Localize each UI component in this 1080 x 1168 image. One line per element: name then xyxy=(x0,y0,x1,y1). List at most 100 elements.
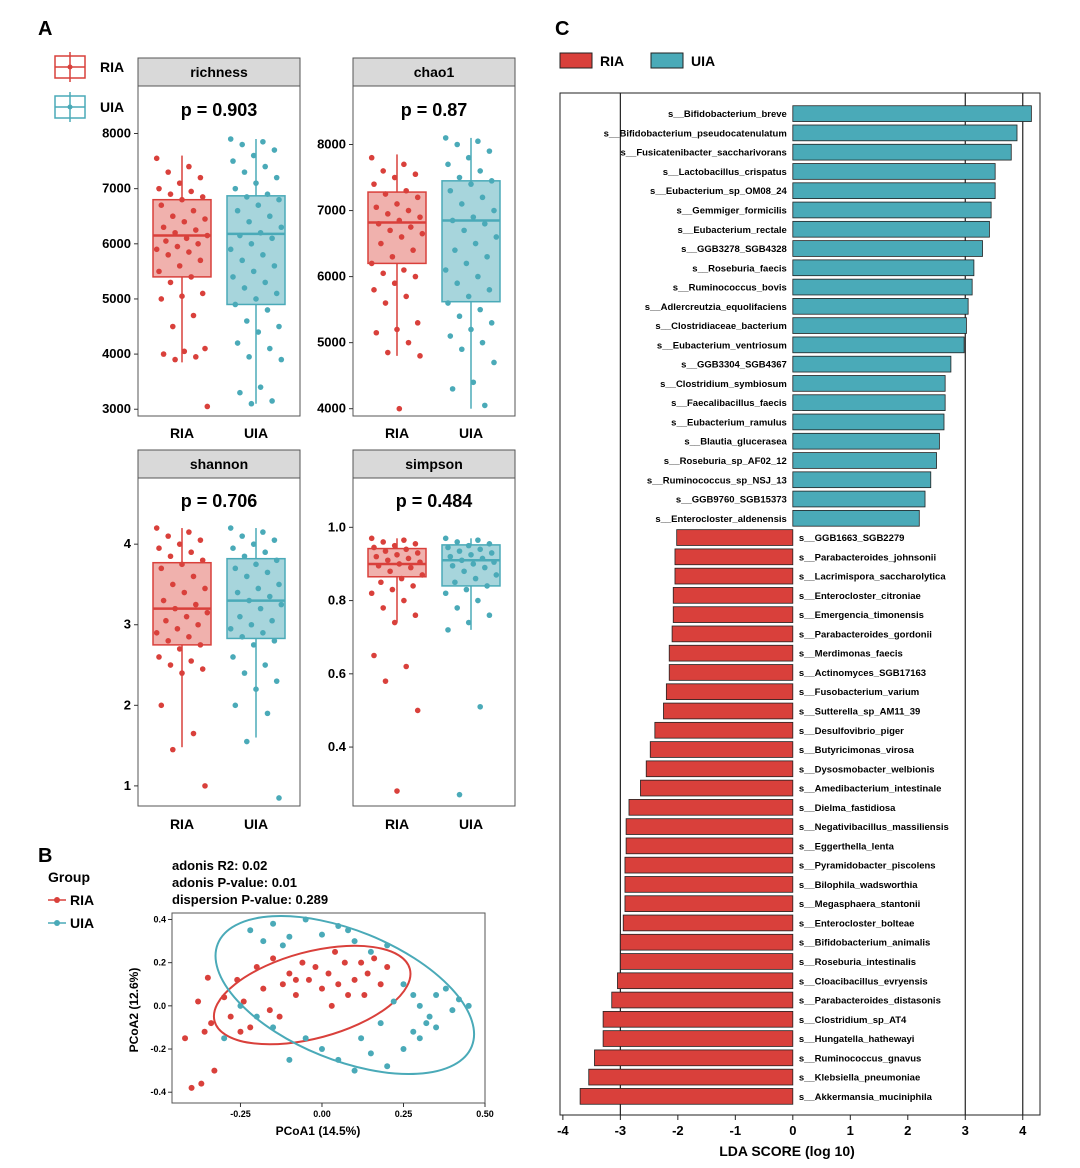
data-point xyxy=(153,525,160,531)
data-point xyxy=(477,306,484,313)
lda-bar xyxy=(792,432,940,450)
data-point xyxy=(417,559,423,565)
data-point xyxy=(260,938,267,945)
data-point xyxy=(167,553,174,560)
data-point xyxy=(318,1046,325,1053)
data-point xyxy=(385,211,391,217)
data-point xyxy=(156,545,162,551)
data-point xyxy=(445,544,451,551)
lda-bar xyxy=(628,799,794,816)
data-point xyxy=(389,586,396,593)
box-iqr xyxy=(152,198,212,278)
lda-bar xyxy=(792,452,937,469)
data-point xyxy=(368,154,375,161)
data-point xyxy=(190,312,197,319)
data-point xyxy=(269,617,275,624)
data-point xyxy=(449,217,456,224)
data-point xyxy=(367,1050,374,1057)
data-point xyxy=(375,562,382,569)
data-point xyxy=(246,597,252,604)
data-point xyxy=(470,561,477,567)
data-point xyxy=(244,318,250,324)
data-point xyxy=(456,791,463,798)
data-point xyxy=(190,730,197,737)
data-point xyxy=(158,202,165,209)
x-tick-label: 0.50 xyxy=(476,1109,494,1119)
data-point xyxy=(271,537,278,543)
data-point xyxy=(463,586,470,593)
data-point xyxy=(167,191,174,197)
data-point xyxy=(477,703,484,710)
data-point xyxy=(179,670,185,676)
data-point xyxy=(241,285,248,291)
data-point xyxy=(234,207,241,214)
data-point xyxy=(400,981,407,988)
data-point xyxy=(264,569,271,576)
data-point xyxy=(181,348,188,355)
facet-shannon-pvalue: p = 0.706 xyxy=(181,491,258,511)
data-point xyxy=(264,307,271,313)
data-point xyxy=(204,232,211,239)
data-point xyxy=(266,1007,273,1014)
data-point xyxy=(267,593,273,600)
legend-c-ria: RIA xyxy=(600,53,624,69)
lda-bar xyxy=(792,143,1012,161)
taxon-label: s__Eggerthella_lenta xyxy=(799,841,895,852)
data-point xyxy=(174,625,181,632)
facet-simpson: simpson p = 0.484 RIA UIA xyxy=(352,449,516,832)
facet-chao1-x-uia: UIA xyxy=(459,425,483,441)
data-point xyxy=(465,619,472,626)
panel-b-stats: adonis R2: 0.02 adonis P-value: 0.01 dis… xyxy=(172,858,328,907)
data-point xyxy=(403,293,410,300)
lda-bar xyxy=(674,548,794,566)
x-tick-label: -2 xyxy=(672,1123,684,1138)
data-point xyxy=(246,218,252,225)
data-point xyxy=(193,354,199,360)
data-point xyxy=(401,267,407,273)
data-point xyxy=(414,707,421,714)
taxon-label: s__Bifidobacterium_breve xyxy=(668,109,787,120)
y-tick-label: 7000 xyxy=(102,181,131,196)
data-point xyxy=(328,1002,335,1009)
data-point xyxy=(260,630,266,636)
data-point xyxy=(273,290,280,297)
data-point xyxy=(442,590,449,597)
data-point xyxy=(305,976,312,983)
lda-bar xyxy=(622,914,794,932)
data-point xyxy=(273,174,280,181)
data-point xyxy=(153,246,160,253)
data-point xyxy=(195,621,201,628)
data-point xyxy=(179,196,185,203)
data-point xyxy=(199,194,206,200)
data-point xyxy=(479,555,486,562)
data-point xyxy=(482,564,488,571)
data-point xyxy=(250,541,257,547)
data-point xyxy=(378,579,384,586)
data-point xyxy=(488,320,495,326)
data-point xyxy=(240,998,247,1005)
data-point xyxy=(269,398,275,404)
data-point xyxy=(276,196,282,203)
data-point xyxy=(459,201,465,207)
data-point xyxy=(239,533,245,539)
data-point xyxy=(270,955,277,962)
data-point xyxy=(482,220,488,227)
data-point xyxy=(237,1028,244,1035)
taxon-label: s__Pyramidobacter_piscolens xyxy=(799,861,936,872)
data-point xyxy=(230,274,236,280)
data-point xyxy=(197,642,204,648)
data-point xyxy=(260,529,266,535)
data-point xyxy=(419,572,426,578)
taxon-label: s__Desulfovibrio_piger xyxy=(799,726,904,737)
facet-marks: 3000 4000 5000 6000 7000 8000 4000 5000 6000 7000… xyxy=(102,126,501,801)
data-point xyxy=(278,356,285,363)
facet-shannon-x-ria: RIA xyxy=(170,816,194,832)
taxon-label: s__Megasphaera_stantonii xyxy=(799,899,920,910)
data-point xyxy=(312,963,319,970)
panel-a-legend: RIA UIA xyxy=(54,52,124,122)
data-point xyxy=(170,323,176,330)
data-point xyxy=(371,955,378,962)
data-point xyxy=(156,268,162,275)
data-point xyxy=(484,253,490,260)
